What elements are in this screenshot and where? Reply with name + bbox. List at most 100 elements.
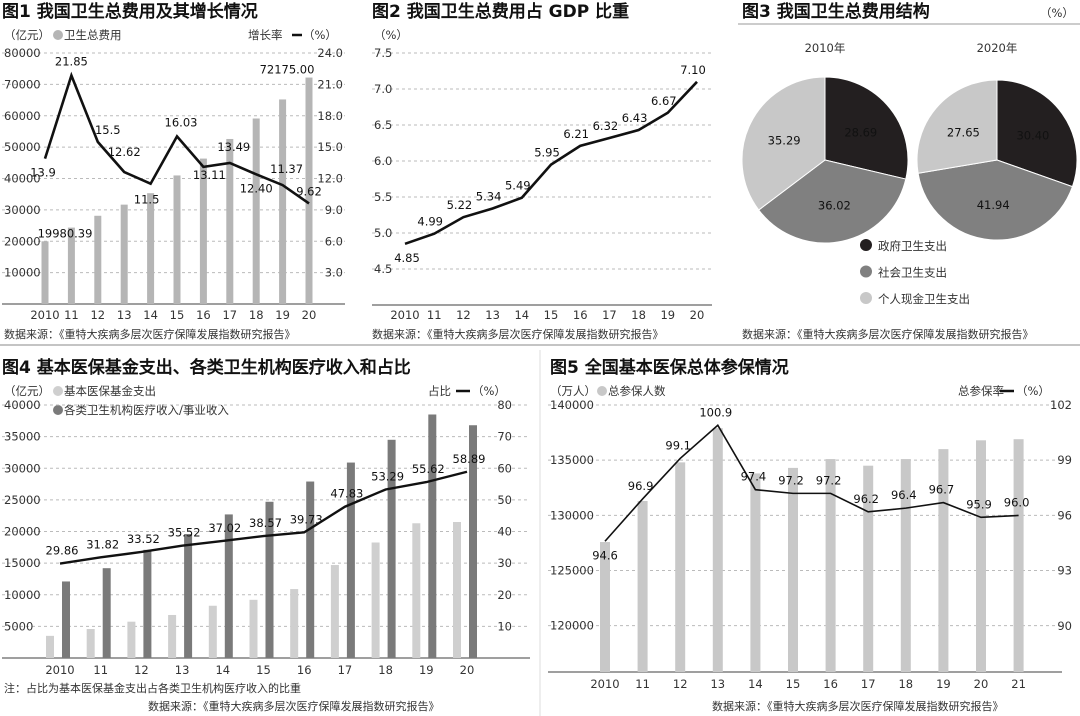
y-tick-label: 20000 [4,525,41,539]
x-tick-label: 17 [861,677,876,691]
x-tick-label: 16 [297,663,312,677]
y-tick-label: 15000 [4,556,41,570]
bar [1013,439,1024,672]
pie-slice [758,159,907,244]
right-axis-unit: （%） [303,28,337,42]
legend-label: 卫生总费用 [64,28,122,42]
y-axis-unit: （%） [374,28,408,42]
bar [825,459,836,672]
data-label: 96.4 [891,488,917,502]
source-text: 数据来源：《重特大疾病多层次医疗保障发展指数研究报告》 [148,699,440,713]
legend-swatch [53,30,63,40]
x-tick-label: 11 [93,663,108,677]
chart-title: 图5 全国基本医保总体参保情况 [550,357,789,378]
figure-1: 图1 我国卫生总费用及其增长情况 （亿元） 卫生总费用 增长率 （%） 数据来源… [2,1,345,341]
x-tick-label: 20 [460,663,475,677]
y-tick-label: 5000 [4,619,33,633]
source-text: 数据来源：《重特大疾病多层次医疗保障发展指数研究报告》 [372,327,664,341]
bar [750,473,761,672]
data-label: 5.22 [447,198,473,212]
x-tick-label: 15 [544,308,559,322]
x-tick-label: 18 [631,308,646,322]
bar [637,500,648,672]
x-tick-label: 2010 [590,677,619,691]
x-tick-label: 12 [456,308,471,322]
y-tick-label: 40000 [4,398,41,412]
bar [863,465,874,672]
y-tick-label: 20000 [4,234,41,248]
data-label: 39.73 [290,512,323,526]
x-tick-label: 19 [419,663,434,677]
bar [938,449,949,672]
figure-2: 图2 我国卫生总费用占 GDP 比重 （%） 数据来源：《重特大疾病多层次医疗保… [372,1,712,341]
data-label: 95.9 [966,497,992,511]
data-label: 13.49 [217,140,250,154]
legend-label: 各类卫生机构医疗收入/事业收入 [64,403,229,417]
y-tick-label: 130000 [550,508,594,522]
bar [147,193,155,304]
legend-swatch [860,292,872,304]
x-tick-label: 13 [117,308,132,322]
medical-income-bar [184,534,193,658]
y-tick-label: 80000 [4,46,41,60]
chart-title: 图3 我国卫生总费用结构 [742,1,930,22]
bar [279,99,287,305]
fund-expenditure-bar [330,565,339,658]
y2-tick-label: 18.0 [317,109,343,123]
y2-tick-label: 10 [497,619,512,633]
medical-income-bar [143,549,152,658]
ratio-line [59,470,468,565]
medical-income-bar [469,425,477,658]
bar [94,215,102,304]
data-label: 11.37 [270,162,303,176]
fund-expenditure-bar [168,614,177,658]
y-tick-label: 4.5 [374,262,392,276]
data-label: 21.85 [55,54,88,68]
y-tick-label: 6.5 [374,118,392,132]
y2-tick-label: 20 [497,588,512,602]
pie-slice [741,76,826,211]
data-label: 6.32 [593,119,619,133]
medical-income-bar [306,481,315,658]
bar [712,428,723,672]
x-tick-label: 14 [514,308,529,322]
bar-data-label: 72175.00 [260,63,315,77]
y-tick-label: 10000 [4,266,41,280]
y2-tick-label: 24.0 [317,46,343,60]
y-tick-label: 10000 [4,588,41,602]
y-tick-label: 50000 [4,140,41,154]
data-label: 96.0 [1004,495,1030,509]
data-label: 97.2 [816,473,842,487]
x-tick-label: 2010 [30,308,59,322]
medical-income-bar [428,414,437,658]
pie-year-label: 2020年 [977,41,1018,55]
data-label: 9.62 [296,184,322,198]
legend-label: 基本医保基金支出 [64,384,156,398]
x-tick-label: 17 [602,308,617,322]
right-axis-unit: （%） [472,384,506,398]
y-tick-label: 30000 [4,203,41,217]
data-label: 97.2 [778,473,804,487]
left-axis-unit: （亿元） [4,28,50,42]
y-tick-label: 7.0 [374,82,392,96]
data-label: 99.1 [665,438,691,452]
data-label: 35.52 [168,526,201,540]
data-label: 100.9 [699,405,732,419]
x-tick-label: 13 [175,663,190,677]
x-tick-label: 12 [134,663,149,677]
medical-income-bar [387,439,396,658]
unit-label: （%） [1040,6,1074,20]
source-text: 数据来源：《重特大疾病多层次医疗保障发展指数研究报告》 [742,327,1034,341]
data-label: 5.49 [505,179,531,193]
x-tick-label: 13 [710,677,725,691]
x-tick-label: 16 [196,308,211,322]
x-tick-label: 12 [673,677,688,691]
y-tick-label: 135000 [550,453,594,467]
x-tick-label: 16 [823,677,838,691]
y2-tick-label: 40 [497,525,512,539]
fund-expenditure-bar [208,605,217,658]
data-label: 12.40 [240,181,273,195]
y2-tick-label: 21.0 [317,77,343,91]
